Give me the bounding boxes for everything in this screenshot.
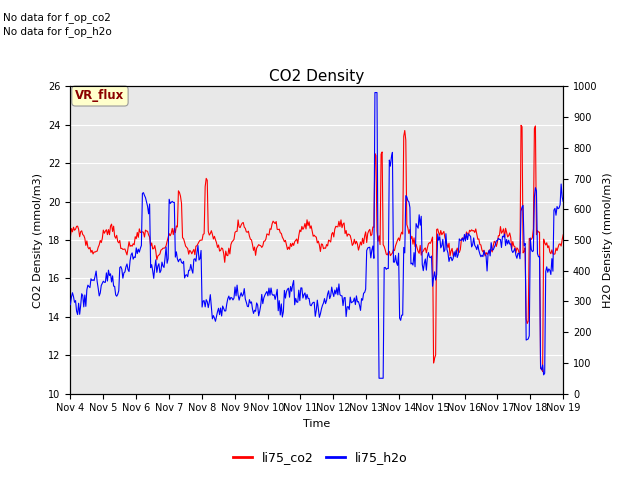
Title: CO2 Density: CO2 Density bbox=[269, 69, 364, 84]
Y-axis label: CO2 Density (mmol/m3): CO2 Density (mmol/m3) bbox=[33, 172, 43, 308]
Text: VR_flux: VR_flux bbox=[76, 89, 125, 102]
Text: No data for f_op_h2o: No data for f_op_h2o bbox=[3, 26, 112, 37]
Legend: li75_co2, li75_h2o: li75_co2, li75_h2o bbox=[228, 446, 412, 469]
Text: No data for f_op_co2: No data for f_op_co2 bbox=[3, 12, 111, 23]
X-axis label: Time: Time bbox=[303, 419, 330, 429]
Y-axis label: H2O Density (mmol/m3): H2O Density (mmol/m3) bbox=[603, 172, 613, 308]
